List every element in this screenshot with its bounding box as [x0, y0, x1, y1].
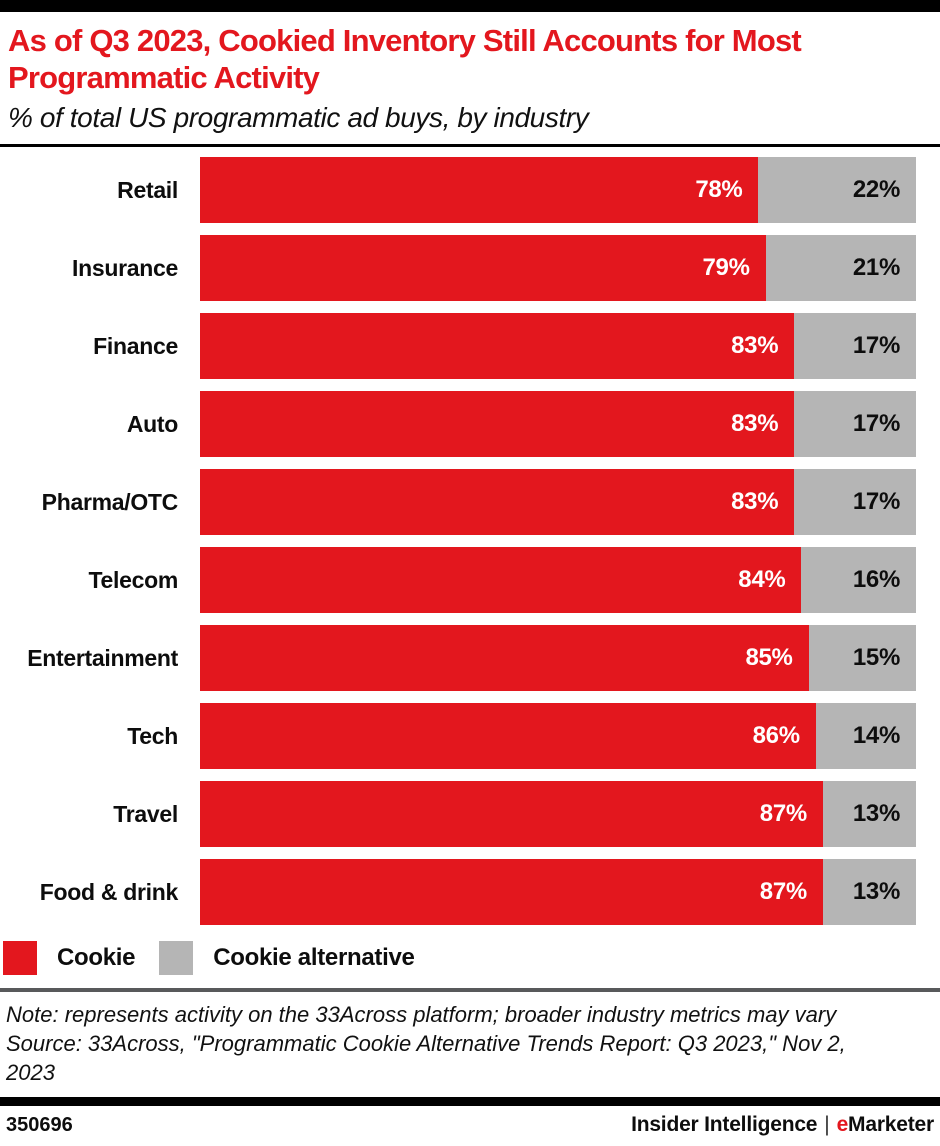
alternative-value-label: 15% [852, 644, 900, 672]
bar-track: 83% 17% [200, 469, 916, 536]
category-label: Travel [113, 800, 178, 827]
bar-row: Tech 86% 14% [0, 703, 940, 770]
bar-track: 85% 15% [200, 625, 916, 692]
bar-track: 86% 14% [200, 703, 916, 770]
category-label: Food & drink [39, 878, 179, 905]
cookie-bar-segment: 83% [200, 313, 795, 380]
bar-track: 87% 13% [200, 781, 916, 848]
bottom-border-bar [0, 1097, 940, 1107]
brand-emarketer-rest: Marketer [848, 1113, 934, 1137]
alternative-value-label: 16% [852, 566, 900, 594]
bar-row: Travel 87% 13% [0, 781, 940, 848]
category-label: Auto [126, 410, 178, 437]
bar-track: 87% 13% [200, 859, 916, 926]
footer: 350696 Insider Intelligence | eMarketer [0, 1106, 940, 1137]
bar-row: Food & drink 87% 13% [0, 859, 940, 926]
cookie-bar-segment: 85% [200, 625, 809, 692]
cookie-value-label: 86% [752, 722, 800, 750]
cookie-value-label: 83% [731, 488, 779, 516]
legend-swatch [3, 941, 37, 976]
brand-separator: | [824, 1113, 830, 1137]
chart-id: 350696 [6, 1113, 73, 1136]
chart-title: As of Q3 2023, Cookied Inventory Still A… [8, 23, 802, 96]
category-label: Pharma/OTC [41, 488, 179, 515]
category-label: Retail [117, 176, 178, 203]
alternative-value-label: 17% [852, 488, 900, 516]
brand-lockup: Insider Intelligence | eMarketer [631, 1113, 934, 1137]
header-divider [0, 144, 940, 148]
footnote-divider [0, 988, 940, 993]
cookie-value-label: 84% [738, 566, 786, 594]
footnote: Note: represents activity on the 33Acros… [0, 992, 890, 1097]
alternative-value-label: 17% [852, 410, 900, 438]
alternative-value-label: 17% [852, 332, 900, 360]
legend-label: Cookie [57, 944, 136, 972]
cookie-bar-segment: 83% [200, 391, 795, 458]
bar-row: Pharma/OTC 83% 17% [0, 469, 940, 536]
alternative-value-label: 13% [852, 800, 900, 828]
chart-legend: Cookie Cookie alternative [3, 941, 940, 976]
category-label: Tech [127, 722, 178, 749]
legend-item: Cookie alternative [159, 941, 415, 976]
cookie-bar-segment: 87% [200, 859, 823, 926]
top-border-bar [0, 0, 940, 12]
bar-track: 83% 17% [200, 391, 916, 458]
alternative-value-label: 13% [852, 878, 900, 906]
bar-row: Entertainment 85% 15% [0, 625, 940, 692]
stacked-bar-chart: Retail 78% 22% Insurance 79% 21% Finance 83% 17%… [0, 157, 940, 926]
bar-track: 78% 22% [200, 157, 916, 224]
bar-track: 79% 21% [200, 235, 916, 302]
bar-row: Finance 83% 17% [0, 313, 940, 380]
note-text: Note: represents activity on the 33Acros… [6, 1002, 837, 1028]
alternative-value-label: 21% [852, 254, 900, 282]
source-text: Source: 33Across, "Programmatic Cookie A… [6, 1031, 846, 1086]
cookie-value-label: 87% [759, 800, 807, 828]
legend-item: Cookie [3, 941, 136, 976]
category-label: Insurance [72, 254, 178, 281]
bar-row: Telecom 84% 16% [0, 547, 940, 614]
brand-emarketer-accent: e [836, 1113, 849, 1137]
bar-row: Retail 78% 22% [0, 157, 940, 224]
category-label: Finance [93, 332, 178, 359]
alternative-value-label: 22% [852, 176, 900, 204]
cookie-value-label: 85% [745, 644, 793, 672]
category-label: Telecom [88, 566, 178, 593]
cookie-bar-segment: 78% [200, 157, 759, 224]
cookie-bar-segment: 79% [200, 235, 766, 302]
cookie-bar-segment: 83% [200, 469, 795, 536]
cookie-value-label: 78% [695, 176, 743, 204]
cookie-value-label: 83% [731, 332, 779, 360]
category-label: Entertainment [27, 644, 178, 671]
cookie-bar-segment: 84% [200, 547, 802, 614]
bar-track: 84% 16% [200, 547, 916, 614]
chart-header: As of Q3 2023, Cookied Inventory Still A… [0, 12, 940, 144]
cookie-value-label: 83% [731, 410, 779, 438]
bar-track: 83% 17% [200, 313, 916, 380]
legend-label: Cookie alternative [213, 944, 415, 972]
cookie-value-label: 79% [702, 254, 750, 282]
bar-row: Insurance 79% 21% [0, 235, 940, 302]
cookie-bar-segment: 87% [200, 781, 823, 848]
chart-subtitle: % of total US programmatic ad buys, by i… [8, 102, 589, 134]
bar-row: Auto 83% 17% [0, 391, 940, 458]
cookie-value-label: 87% [759, 878, 807, 906]
brand-insider-intelligence: Insider Intelligence [631, 1113, 818, 1137]
legend-swatch [159, 941, 194, 976]
cookie-bar-segment: 86% [200, 703, 816, 770]
alternative-value-label: 14% [852, 722, 900, 750]
